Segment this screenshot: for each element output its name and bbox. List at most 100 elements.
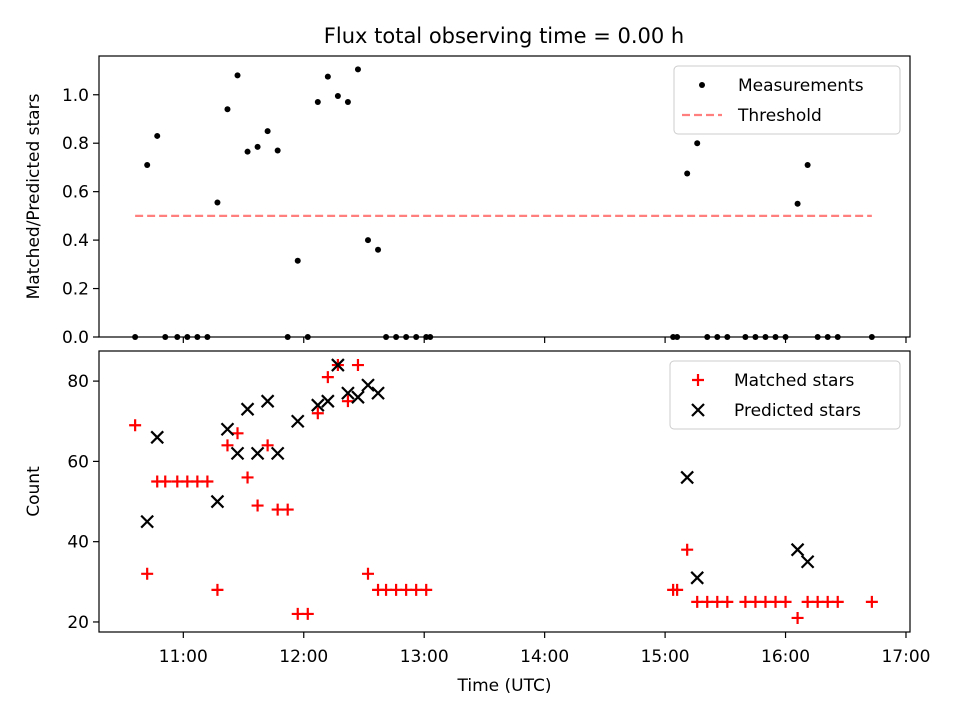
matched-star-point: [311, 407, 324, 420]
matched-star-point: [739, 595, 752, 608]
matched-star-point: [281, 503, 294, 516]
y-tick-label: 1.0: [62, 86, 89, 106]
predicted-star-point: [220, 422, 235, 437]
matched-star-point: [221, 439, 234, 452]
matched-star-point: [201, 475, 214, 488]
x-tick-label: 12:00: [279, 647, 328, 667]
series-predicted-stars: [140, 358, 815, 585]
matched-star-point: [191, 475, 204, 488]
legend-label: Threshold: [737, 106, 822, 126]
legend-marker-plus: [692, 374, 704, 386]
predicted-star-point: [361, 378, 375, 392]
ratio-panel: 0.0 0.2 0.4 0.6 0.8 1.0 Matched/Predicted star…: [24, 55, 911, 348]
matched-star-point: [251, 499, 264, 512]
x-tick-label: 11:00: [159, 647, 208, 667]
predicted-star-point: [210, 494, 225, 509]
predicted-star-point: [311, 398, 325, 412]
matched-star-point: [181, 475, 194, 488]
legend-box: [673, 65, 901, 135]
measurement-point: [375, 246, 382, 253]
legend-marker-x: [691, 403, 705, 417]
matched-star-point: [351, 359, 364, 372]
legend: Matched stars Predicted stars: [669, 360, 901, 430]
matched-star-point: [361, 567, 374, 580]
matched-star-point: [141, 567, 154, 580]
matched-star-point: [380, 583, 393, 596]
legend-marker-dot: [699, 82, 705, 88]
y-tick-label: 0.0: [62, 328, 89, 348]
measurement-point: [314, 99, 321, 106]
matched-star-point: [721, 595, 734, 608]
series-matched-stars: [129, 359, 878, 624]
matched-star-point: [681, 543, 694, 556]
predicted-star-point: [690, 571, 704, 585]
matched-star-point: [129, 419, 142, 432]
legend: Measurements Threshold: [673, 65, 901, 135]
matched-star-point: [759, 595, 772, 608]
matched-star-point: [241, 471, 254, 484]
matched-star-point: [321, 371, 334, 384]
measurement-point: [794, 200, 801, 207]
x-tick-label: 13:00: [400, 647, 449, 667]
matched-star-point: [865, 595, 878, 608]
matched-star-point: [400, 583, 413, 596]
predicted-star-point: [351, 390, 365, 404]
legend-label: Measurements: [738, 76, 864, 96]
predicted-star-point: [230, 446, 245, 461]
x-tick-label: 15:00: [641, 647, 690, 667]
predicted-star-point: [341, 386, 355, 400]
matched-star-point: [390, 583, 403, 596]
y-tick-label: 80: [67, 372, 89, 392]
predicted-star-point: [240, 402, 255, 416]
measurement-point: [684, 170, 691, 177]
measurement-point: [264, 128, 271, 135]
axes-frame: [98, 350, 911, 633]
legend-box: [669, 360, 901, 430]
matched-star-point: [301, 607, 314, 620]
measurement-point: [324, 73, 331, 80]
measurement-point: [294, 257, 301, 264]
measurement-point: [694, 140, 701, 147]
matched-star-point: [211, 583, 224, 596]
measurement-point: [804, 162, 811, 169]
x-tick-label: 14:00: [520, 647, 569, 667]
matched-star-point: [711, 595, 724, 608]
y-tick-label: 20: [67, 613, 89, 633]
y-tick-label: 0.2: [62, 280, 89, 300]
matched-star-point: [749, 595, 762, 608]
measurement-point: [144, 162, 151, 169]
matched-star-point: [171, 475, 184, 488]
predicted-star-point: [270, 446, 285, 461]
measurement-point: [274, 147, 281, 154]
measurement-point: [344, 99, 351, 106]
matched-star-point: [671, 583, 684, 596]
measurement-point: [364, 237, 371, 244]
predicted-star-point: [321, 394, 335, 408]
x-axis-label: Time (UTC): [457, 676, 552, 696]
matched-star-point: [831, 595, 844, 608]
measurement-point: [334, 92, 341, 99]
matched-star-point: [811, 595, 824, 608]
legend-label: Predicted stars: [734, 401, 861, 421]
matched-star-point: [791, 611, 804, 624]
predicted-star-point: [290, 414, 305, 429]
predicted-star-point: [260, 394, 275, 408]
matched-star-point: [271, 503, 284, 516]
matched-star-point: [261, 439, 274, 452]
predicted-star-point: [150, 430, 164, 445]
measurement-point: [214, 199, 221, 206]
predicted-star-point: [800, 554, 815, 569]
series-measurements: [132, 66, 875, 340]
matched-star-point: [691, 595, 704, 608]
y-tick-label: 40: [67, 533, 89, 553]
count-panel: 20 40 60 80 11:00 12:00 13:00 14:00 15:00 16:00 17…: [24, 350, 930, 696]
y-axis-label: Count: [24, 466, 44, 517]
y-tick-label: 0.8: [62, 134, 89, 154]
matched-star-point: [420, 583, 433, 596]
y-axis-label: Matched/Predicted stars: [24, 93, 44, 299]
measurement-point: [224, 106, 231, 113]
measurement-point: [244, 148, 251, 155]
predicted-star-point: [140, 514, 154, 529]
y-tick-label: 0.4: [62, 231, 89, 251]
legend-label: Matched stars: [734, 371, 854, 391]
